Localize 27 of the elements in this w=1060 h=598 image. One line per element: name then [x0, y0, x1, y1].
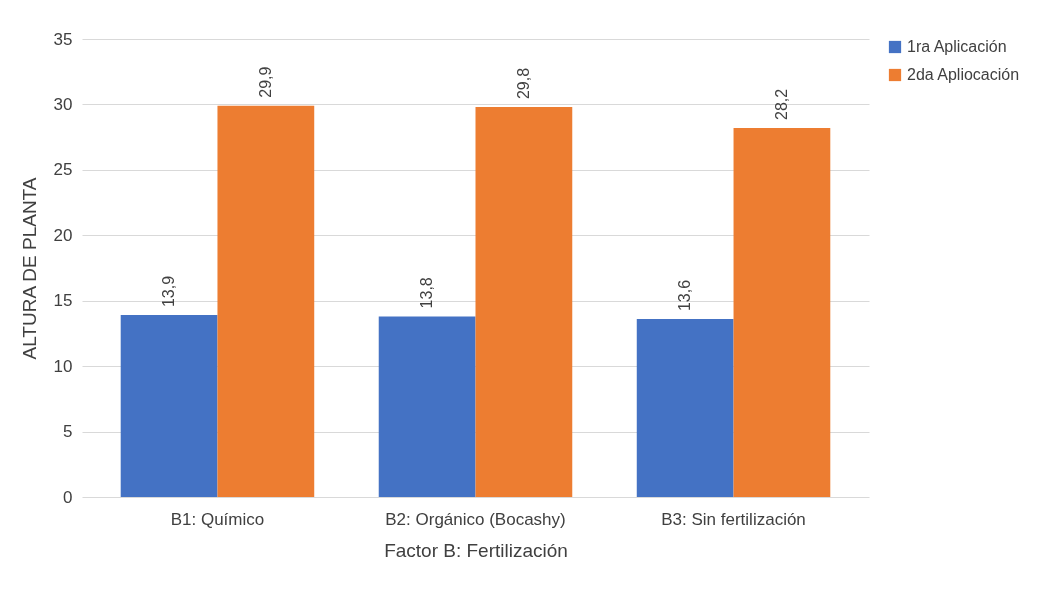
y-tick-label: 25 [53, 160, 73, 180]
y-tick-label: 5 [63, 422, 73, 442]
y-tick-label: 30 [53, 94, 73, 114]
y-tick-label: 20 [53, 225, 73, 245]
y-axis-title: ALTURA DE PLANTA [18, 177, 40, 360]
data-label: 13,9 [160, 275, 178, 308]
legend-label: 1ra Aplicación [907, 38, 1007, 55]
data-label: 28,2 [772, 88, 790, 120]
bar [378, 316, 476, 497]
x-tick-label: B3: Sin fertilización [661, 509, 806, 529]
x-axis-title: Factor B: Fertilización [384, 539, 568, 561]
bar [733, 127, 831, 497]
y-tick-label: 15 [53, 291, 73, 311]
data-label: 13,8 [418, 277, 436, 309]
data-label: 29,8 [514, 67, 532, 100]
data-label: 13,6 [676, 279, 694, 312]
bar [636, 319, 734, 497]
data-label: 29,9 [256, 66, 274, 98]
x-tick-label: B2: Orgánico (Bocashy) [385, 509, 566, 529]
bar [120, 315, 218, 497]
x-tick-label: B1: Químico [170, 509, 265, 529]
bar [475, 107, 573, 497]
legend-label: 2da Apliocación [907, 66, 1020, 83]
bar [217, 105, 315, 497]
y-tick-label: 0 [63, 487, 73, 507]
y-tick-label: 35 [53, 29, 73, 49]
y-tick-label: 10 [53, 356, 73, 376]
